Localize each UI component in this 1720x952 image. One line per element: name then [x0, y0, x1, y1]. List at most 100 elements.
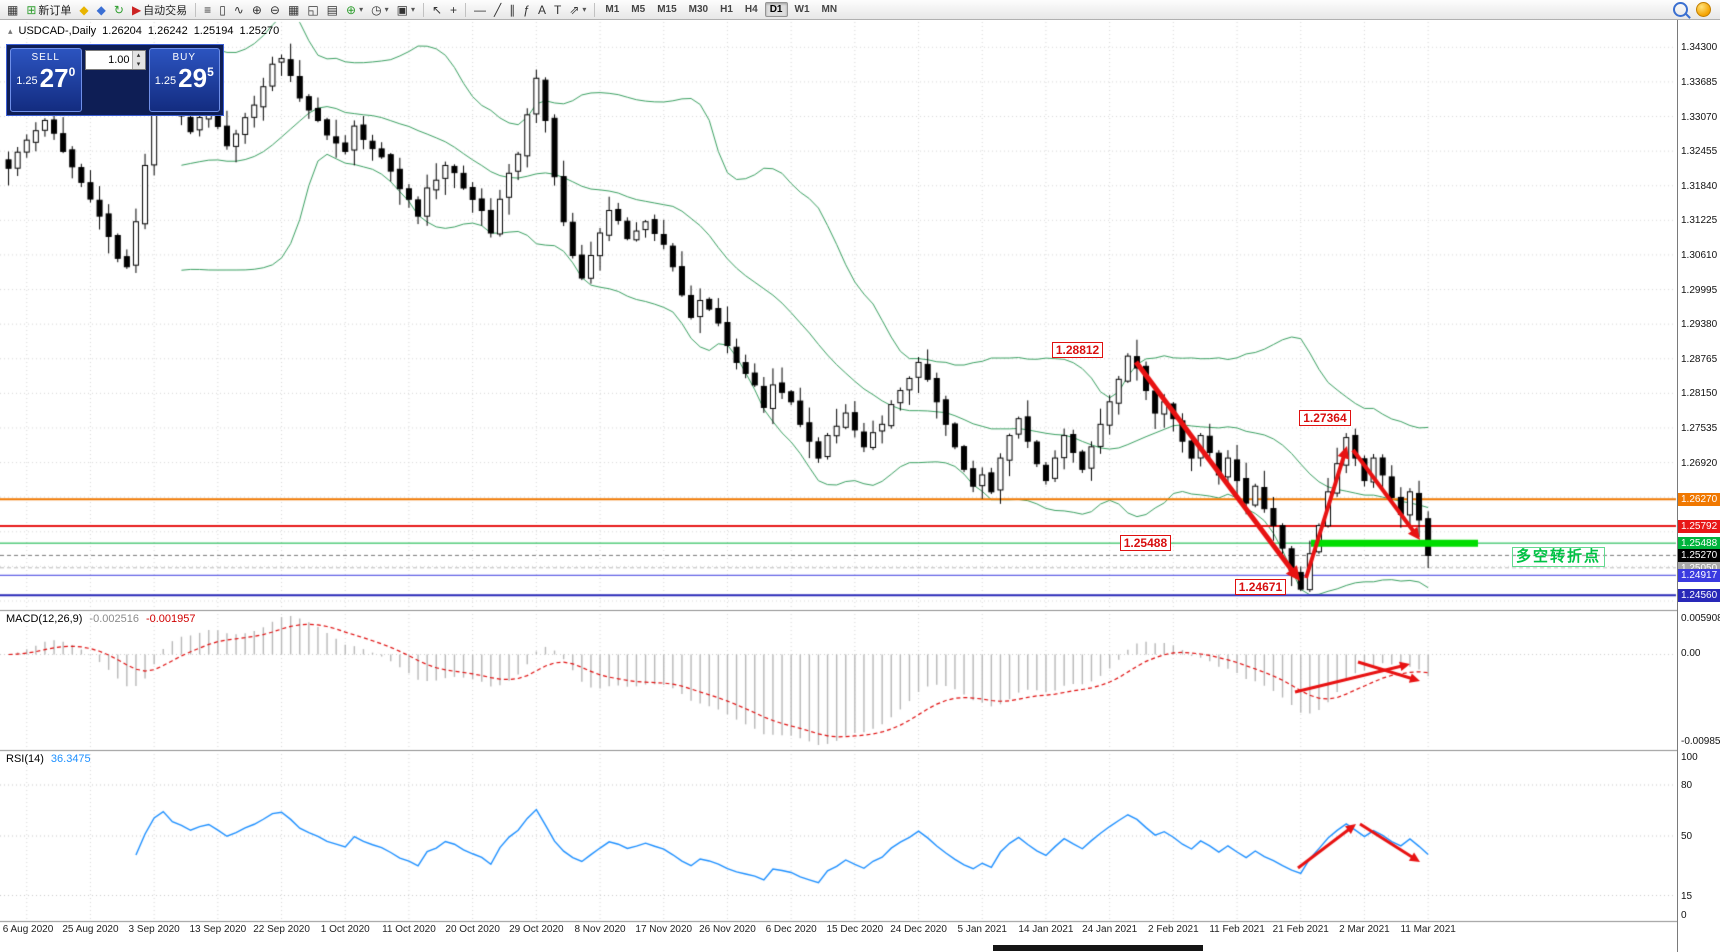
toolbar-separator	[594, 2, 596, 17]
indicators-icon-glyph: ⊕	[346, 2, 357, 17]
timeframe-mn[interactable]: MN	[821, 4, 838, 15]
price-axis-tick: 1.33685	[1681, 76, 1718, 88]
date-label: 22 Sep 2020	[253, 924, 310, 935]
autotrading-button[interactable]: ▶ 自动交易	[128, 0, 191, 19]
cursor-icon[interactable]: ↖	[428, 0, 446, 19]
date-label: 24 Jan 2021	[1082, 924, 1138, 935]
metaeditor-icon[interactable]: ◆	[75, 0, 92, 19]
chart-window-icon[interactable]: ▦	[3, 0, 22, 19]
templates-icon-glyph: ▣	[396, 2, 408, 17]
timeframe-w1[interactable]: W1	[794, 4, 810, 15]
cursor-icon-glyph: ↖	[431, 2, 443, 17]
sell-price-pip: 0	[68, 65, 76, 79]
rsi-value: 36.3475	[50, 753, 91, 765]
sell-price-big: 27	[39, 63, 69, 93]
templates-icon[interactable]: ▣ ▾	[393, 0, 419, 19]
periods-icon-caret[interactable]: ▾	[384, 5, 389, 14]
turning-point-note[interactable]: 多空转折点	[1512, 547, 1606, 568]
refresh-icon[interactable]: ↻	[110, 0, 128, 19]
volume-input[interactable]	[85, 51, 132, 69]
date-label: 2 Mar 2021	[1339, 924, 1390, 935]
cascade-windows-icon[interactable]: ◱	[303, 0, 322, 19]
horizontal-scrollbar-thumb[interactable]	[993, 945, 1203, 951]
buy-price-big: 29	[178, 63, 208, 93]
volume-decrease-button[interactable]: ▾	[131, 60, 145, 69]
price-axis-tick: 1.33070	[1681, 111, 1718, 123]
macd-signal-value: -0.001957	[145, 613, 196, 625]
volume-increase-button[interactable]: ▴	[131, 51, 145, 60]
date-label: 11 Feb 2021	[1209, 924, 1265, 935]
date-label: 11 Oct 2020	[382, 924, 436, 935]
macd-indicator-label: MACD(12,26,9) -0.002516 -0.001957	[6, 613, 196, 625]
arrange-windows-icon[interactable]: ▤	[323, 0, 342, 19]
price-axis[interactable]	[1677, 20, 1720, 952]
macd-axis-max: 0.005908	[1681, 613, 1720, 624]
one-click-collapse-icon[interactable]: ▴	[8, 25, 13, 36]
price-flag-1.24671[interactable]: 1.24671	[1234, 579, 1287, 596]
macd-name: MACD(12,26,9)	[6, 613, 83, 625]
new-order-button[interactable]: ⊞ 新订单	[22, 0, 75, 19]
macd-axis-zero: 0.00	[1681, 648, 1701, 660]
timeframe-h4[interactable]: H4	[744, 4, 758, 15]
market-watch-icon[interactable]: ◆	[93, 0, 110, 19]
templates-icon-caret[interactable]: ▾	[410, 5, 415, 14]
ohlc-open: 1.26204	[102, 25, 142, 37]
toolbar-separator	[422, 2, 424, 17]
price-flag-1.27364[interactable]: 1.27364	[1299, 409, 1351, 426]
date-label: 1 Oct 2020	[320, 924, 370, 935]
zoom-out-icon[interactable]: ⊖	[266, 0, 284, 19]
timeframe-m30[interactable]: M30	[688, 4, 709, 15]
arrows-icon[interactable]: ⇗ ▾	[565, 0, 590, 19]
tile-windows-icon[interactable]: ▦	[284, 0, 303, 19]
text-icon[interactable]: A	[534, 0, 550, 19]
sell-button[interactable]: SELL 1.25 27 0	[10, 48, 82, 112]
rsi-axis-80: 80	[1681, 780, 1693, 791]
rsi-axis-100: 100	[1681, 752, 1698, 763]
arrows-icon-caret[interactable]: ▾	[582, 5, 587, 14]
price-axis-tick: 1.30610	[1681, 249, 1718, 261]
symbol-search-icon[interactable]	[1673, 2, 1688, 17]
autotrading-button-glyph: ▶	[131, 2, 142, 17]
zoom-in-icon[interactable]: ⊕	[248, 0, 266, 19]
ohlc-close: 1.25270	[239, 25, 280, 37]
buy-button[interactable]: BUY 1.25 29 5	[148, 48, 220, 112]
date-label: 13 Sep 2020	[189, 924, 247, 935]
label-icon[interactable]: T	[550, 0, 565, 19]
sell-price: 1.25 27 0	[16, 64, 75, 92]
date-label: 8 Nov 2020	[574, 924, 626, 935]
date-label: 6 Dec 2020	[765, 924, 817, 935]
trendline-icon[interactable]: ╱	[490, 0, 505, 19]
horizontal-line-icon[interactable]: —	[470, 0, 490, 19]
price-axis-tick: 1.29380	[1681, 319, 1718, 331]
timeframe-m5[interactable]: M5	[631, 4, 646, 15]
timeframe-h1[interactable]: H1	[720, 4, 733, 15]
periods-icon[interactable]: ◷ ▾	[367, 0, 393, 19]
bar-chart-icon[interactable]: ≡	[200, 0, 215, 19]
date-label: 29 Oct 2020	[509, 924, 564, 935]
macd-axis-min: -0.009851	[1681, 736, 1720, 747]
candlestick-chart-icon[interactable]: ▯	[215, 0, 230, 19]
chart-symbol-period: USDCAD-,Daily	[18, 25, 97, 37]
date-label: 21 Feb 2021	[1272, 924, 1329, 935]
metaeditor-icon-glyph: ◆	[79, 2, 89, 17]
indicators-icon-caret[interactable]: ▾	[359, 5, 364, 14]
main-toolbar: ▦ ⊞ 新订单 ◆ ◆ ↻ ▶ 自动交易 ≡ ▯ ∿ ⊕ ⊖ ▦ ◱ ▤ ⊕ ▾ ◷ ▾ ▣ ▾ ↖ + — ╱ ∥ ƒ A T ⇗ ▾ M1 M…	[0, 0, 1720, 20]
timeframe-m15[interactable]: M15	[657, 4, 677, 15]
community-icon[interactable]	[1696, 2, 1711, 17]
price-flag-1.28812[interactable]: 1.28812	[1051, 342, 1104, 359]
line-chart-icon[interactable]: ∿	[230, 0, 248, 19]
zoom-in-icon-glyph: ⊕	[251, 2, 262, 17]
price-axis-tick: 1.28765	[1681, 353, 1718, 365]
ohlc-high: 1.26242	[147, 25, 188, 37]
timeframe-m1[interactable]: M1	[605, 4, 620, 15]
timeframe-d1[interactable]: D1	[764, 2, 788, 17]
price-flag-1.25488[interactable]: 1.25488	[1119, 535, 1172, 552]
trade-panel-middle: ▴ ▾	[84, 45, 146, 115]
refresh-icon-glyph: ↻	[113, 2, 124, 17]
indicators-icon[interactable]: ⊕ ▾	[342, 0, 367, 19]
fibonacci-icon[interactable]: ƒ	[519, 0, 534, 19]
crosshair-icon[interactable]: +	[446, 0, 461, 19]
channel-icon[interactable]: ∥	[505, 0, 519, 19]
